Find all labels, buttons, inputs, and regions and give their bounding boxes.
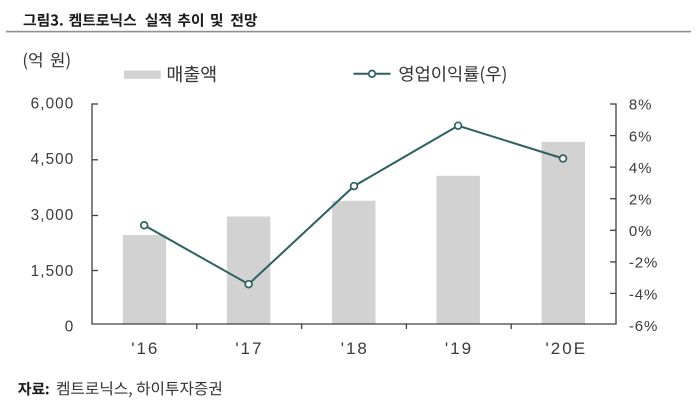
svg-text:4,500: 4,500 [31, 151, 75, 168]
svg-text:6,000: 6,000 [31, 95, 75, 112]
svg-text:'16: '16 [131, 339, 159, 358]
svg-text:1,500: 1,500 [31, 263, 75, 280]
svg-text:-4%: -4% [629, 286, 658, 303]
svg-text:0%: 0% [629, 223, 652, 240]
svg-text:3,000: 3,000 [31, 207, 75, 224]
svg-text:'20E: '20E [546, 339, 588, 358]
svg-text:'17: '17 [235, 339, 263, 358]
svg-text:0: 0 [65, 319, 75, 336]
svg-text:8%: 8% [629, 97, 652, 114]
svg-text:'18: '18 [341, 339, 369, 358]
svg-text:-6%: -6% [629, 318, 658, 335]
svg-text:6%: 6% [629, 128, 652, 145]
svg-text:-2%: -2% [629, 255, 658, 272]
svg-text:2%: 2% [629, 192, 652, 209]
svg-text:'19: '19 [445, 339, 473, 358]
svg-text:4%: 4% [629, 160, 652, 177]
